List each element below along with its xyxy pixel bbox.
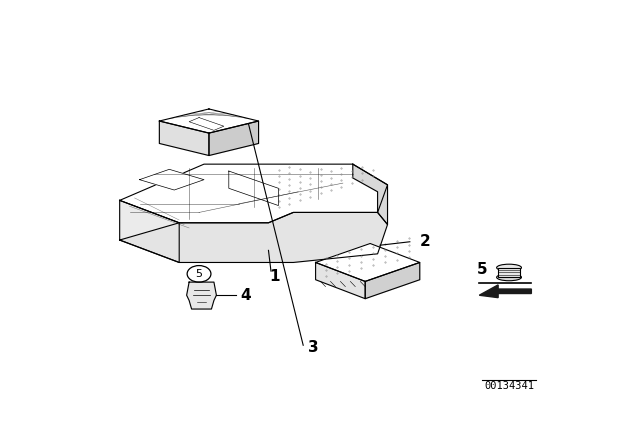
Text: 5: 5 <box>196 269 202 279</box>
Ellipse shape <box>497 274 522 281</box>
Circle shape <box>187 266 211 282</box>
Text: 1: 1 <box>269 269 280 284</box>
Text: 2: 2 <box>419 234 430 249</box>
Polygon shape <box>229 171 278 206</box>
Polygon shape <box>159 109 259 133</box>
Ellipse shape <box>497 264 522 271</box>
Polygon shape <box>365 263 420 299</box>
Text: 5: 5 <box>476 262 487 277</box>
FancyBboxPatch shape <box>498 267 520 277</box>
Polygon shape <box>209 121 259 155</box>
Polygon shape <box>187 282 216 309</box>
Polygon shape <box>120 212 388 263</box>
Polygon shape <box>140 169 204 190</box>
Polygon shape <box>120 164 388 223</box>
Polygon shape <box>353 164 388 224</box>
Text: 00134341: 00134341 <box>484 381 534 391</box>
Polygon shape <box>316 244 420 281</box>
Polygon shape <box>316 263 365 299</box>
Polygon shape <box>159 121 209 155</box>
Polygon shape <box>120 200 179 263</box>
Text: 3: 3 <box>308 340 319 355</box>
Polygon shape <box>479 285 531 297</box>
Text: 4: 4 <box>240 288 250 303</box>
